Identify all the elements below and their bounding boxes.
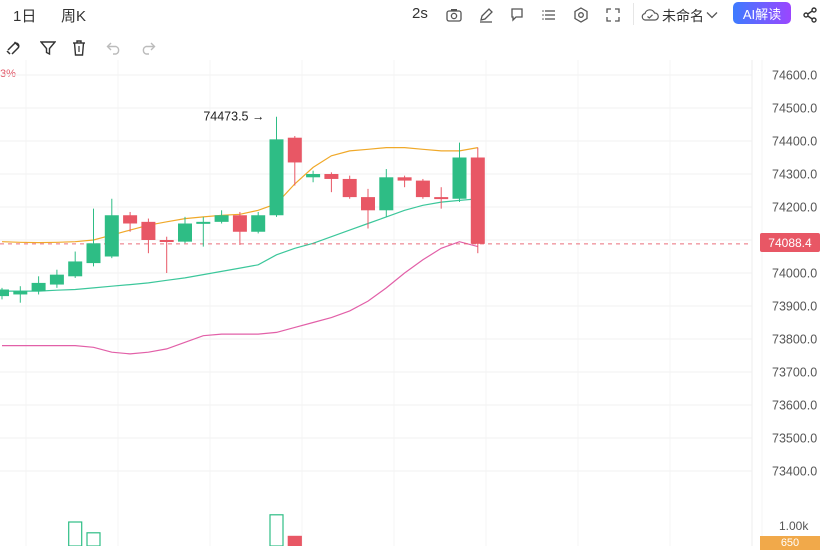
volume-axis-label: 1.00k: [779, 519, 809, 533]
top-toolbar: 1日 周K 2s 未命名 AI解读: [0, 0, 829, 30]
list-icon[interactable]: [540, 6, 558, 24]
annotations: 74473.5 →: [203, 110, 264, 124]
candle-body: [324, 174, 339, 179]
pencil-icon[interactable]: [477, 6, 495, 24]
candle-body: [141, 221, 156, 240]
magnet-icon[interactable]: [4, 39, 22, 57]
filter-icon[interactable]: [39, 39, 57, 57]
candle-body: [452, 157, 467, 199]
candle-body: [379, 177, 394, 211]
layout-name[interactable]: 未命名: [662, 8, 704, 24]
candle-body: [361, 197, 375, 211]
share-icon[interactable]: [801, 6, 819, 24]
indicator-percent-label: 3%: [0, 68, 16, 80]
candle-body: [434, 197, 449, 200]
price-tick-label: 73800.0: [772, 333, 817, 347]
candle-body: [31, 282, 46, 292]
price-tick-label: 74000.0: [772, 267, 817, 281]
price-tick-label: 73500.0: [772, 432, 817, 446]
candle-body: [196, 221, 211, 224]
settings-icon[interactable]: [572, 6, 590, 24]
camera-icon[interactable]: [445, 6, 463, 24]
candle-body: [104, 215, 119, 257]
volume-tag: 650: [760, 536, 820, 550]
candle-body: [0, 289, 9, 297]
toolbar-divider: [633, 3, 634, 25]
candle-body: [13, 291, 28, 295]
candle-body: [415, 180, 430, 198]
candle-body: [232, 215, 247, 232]
undo-icon[interactable]: [105, 39, 123, 57]
high-price-annotation: 74473.5 →: [203, 110, 264, 124]
fullscreen-icon[interactable]: [604, 6, 622, 24]
price-tick-label: 73700.0: [772, 366, 817, 380]
chevron-down-icon[interactable]: [703, 6, 721, 24]
ma-pink-line: [2, 241, 478, 355]
volume-bar: [287, 535, 302, 546]
ai-interpret-button[interactable]: AI解读: [733, 2, 791, 24]
candle-body: [251, 215, 266, 232]
candle-body: [269, 139, 284, 216]
candle-body: [159, 240, 174, 242]
interval-weekly-button[interactable]: 周K: [61, 8, 87, 25]
comment-icon[interactable]: [508, 6, 526, 24]
volume-bar: [68, 521, 83, 546]
price-tick-label: 74400.0: [772, 135, 817, 149]
price-tick-label: 73400.0: [772, 465, 817, 479]
price-tick-label: 74300.0: [772, 168, 817, 182]
redo-icon[interactable]: [139, 39, 157, 57]
cloud-check-icon: [641, 6, 659, 24]
candles: [0, 116, 485, 303]
candle-body: [342, 178, 357, 198]
price-axis: 74600.074500.074400.074300.074200.074100…: [772, 69, 817, 479]
volume-bars: [68, 514, 302, 546]
candle-body: [397, 177, 412, 181]
price-tick-label: 73900.0: [772, 300, 817, 314]
candle-body: [287, 137, 302, 163]
candle-body: [68, 261, 83, 277]
candle-body: [49, 274, 64, 285]
current-price-tag: 74088.4: [760, 233, 820, 252]
volume-bar: [269, 514, 284, 546]
trash-icon[interactable]: [70, 39, 88, 57]
price-tick-label: 74600.0: [772, 69, 817, 83]
candle-body: [178, 223, 192, 242]
price-tick-label: 73600.0: [772, 399, 817, 413]
candle-body: [306, 174, 321, 178]
candle-body: [470, 157, 485, 244]
ma-green-line: [2, 198, 478, 292]
interval-1d-button[interactable]: 1日: [13, 8, 37, 25]
price-tick-label: 74500.0: [772, 102, 817, 116]
candle-body: [214, 215, 229, 222]
volume-bar: [86, 532, 101, 546]
chart-grid: [0, 60, 763, 546]
candle-body: [123, 215, 138, 224]
price-tick-label: 74200.0: [772, 201, 817, 215]
refresh-interval-button[interactable]: 2s: [412, 5, 428, 22]
candle-body: [86, 243, 101, 264]
